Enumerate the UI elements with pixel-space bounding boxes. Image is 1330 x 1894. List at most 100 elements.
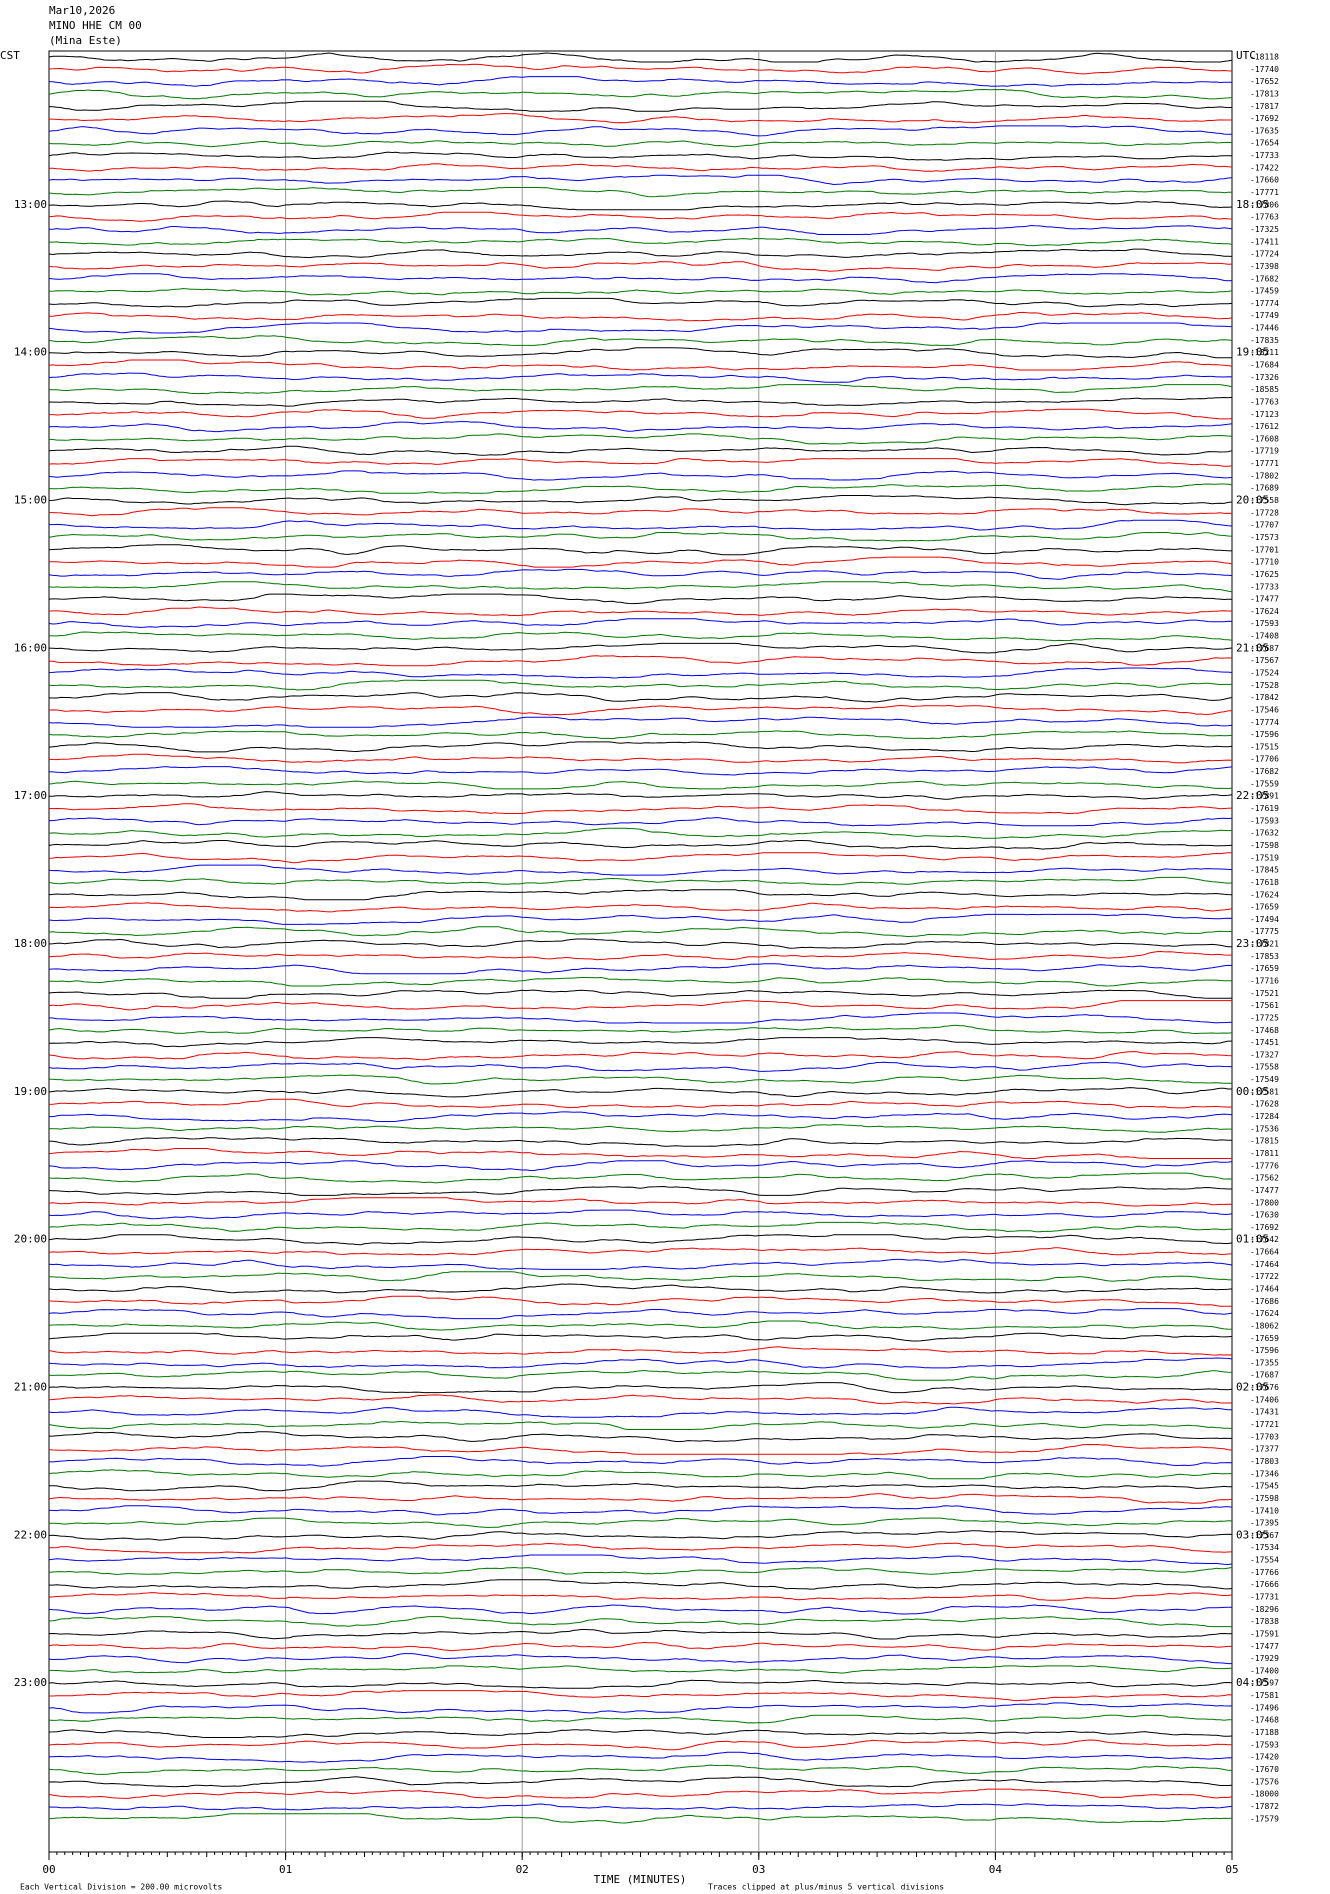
trace-offset: -18585 [1250,385,1279,394]
trace [48,261,1233,272]
trace [48,384,1233,395]
trace-offset: -17891 [1250,792,1279,801]
trace-offset: -17464 [1250,1260,1279,1269]
utc-time: 18:05 [1236,198,1269,211]
trace-offset: -17519 [1250,853,1279,862]
trace [48,1137,1232,1147]
trace [48,827,1233,839]
trace-offset: -17666 [1250,1580,1279,1589]
trace-offset: -17477 [1250,595,1279,604]
trace-offset: -17598 [1250,841,1279,850]
trace [48,1493,1233,1504]
trace [48,889,1233,901]
trace [48,1061,1232,1072]
trace [48,976,1233,987]
trace-offset: -17659 [1250,964,1279,973]
trace-offset: -17701 [1250,545,1279,554]
x-tick-label: 02 [516,1863,529,1876]
trace [49,1456,1233,1467]
cst-time: 19:00 [14,1085,47,1098]
trace-offset: -17806 [1250,200,1279,209]
trace [48,1803,1233,1811]
trace [48,1629,1233,1640]
trace [48,174,1233,186]
trace [48,963,1233,975]
trace [49,817,1233,827]
trace [48,248,1233,259]
cst-time: 22:00 [14,1528,47,1541]
trace-offset: -17692 [1250,1223,1279,1232]
trace [48,544,1233,556]
trace [48,1320,1233,1331]
trace-offset: -17431 [1250,1408,1279,1417]
trace-offset: -17398 [1250,262,1279,271]
trace [48,1283,1233,1294]
x-tick-label: 01 [279,1863,292,1876]
trace-offset: -17624 [1250,1309,1279,1318]
trace [48,396,1233,407]
trace [49,1431,1233,1443]
trace-offset: -17624 [1250,890,1279,899]
trace [48,730,1233,740]
trace-offset: -17813 [1250,89,1279,98]
trace [48,1221,1233,1233]
trace-offset: -17815 [1250,1137,1279,1146]
trace-offset: -17410 [1250,1506,1279,1515]
trace [48,1209,1233,1220]
trace-offset: -17593 [1250,619,1279,628]
trace [48,840,1233,850]
trace [48,950,1232,961]
trace [48,52,1233,63]
trace-offset: -17327 [1250,1050,1279,1059]
utc-time: 21:05 [1236,641,1269,654]
trace-offset: -17817 [1250,102,1279,111]
trace [48,1197,1233,1207]
trace-offset: -17325 [1250,225,1279,234]
trace [48,753,1233,764]
cst-time: 18:00 [14,937,47,950]
trace-offset: -17534 [1250,1543,1279,1552]
trace [48,1714,1233,1724]
trace [48,556,1233,568]
trace [49,408,1233,420]
trace-offset: -17581 [1250,1691,1279,1700]
trace-offset: -17845 [1250,866,1279,875]
trace-offset: -17468 [1250,1716,1279,1725]
trace [48,692,1233,703]
trace [48,1729,1233,1738]
trace-offset: -17612 [1250,422,1279,431]
trace [48,1469,1233,1480]
trace-offset: -17654 [1250,139,1279,148]
trace-offset: -17400 [1250,1666,1279,1675]
trace [49,791,1233,800]
trace [48,151,1232,161]
trace [48,100,1233,112]
trace [48,1394,1233,1405]
trace [48,1295,1232,1307]
left-zone: CST [0,49,20,62]
trace-offset: -17703 [1250,1432,1279,1441]
trace [48,1554,1233,1566]
trace [48,1051,1233,1061]
trace-offset: -17642 [1250,1235,1279,1244]
trace [48,445,1233,456]
trace [48,1271,1233,1282]
trace [48,938,1233,949]
trace [49,1690,1233,1702]
trace [48,63,1233,75]
trace [48,1148,1232,1159]
trace-offset: -17800 [1250,1198,1279,1207]
trace [49,519,1233,531]
trace [48,989,1232,999]
trace-offset: -17528 [1250,681,1279,690]
trace-offset: -17821 [1250,940,1279,949]
trace [48,372,1233,383]
trace [48,1443,1233,1455]
cst-time: 16:00 [14,641,47,654]
trace [48,1480,1232,1492]
trace-offset: -17635 [1250,126,1279,135]
trace-offset: -17411 [1250,237,1279,246]
location: (Mina Este) [49,34,122,47]
cst-time: 23:00 [14,1676,47,1689]
trace-offset: -17596 [1250,1346,1279,1355]
